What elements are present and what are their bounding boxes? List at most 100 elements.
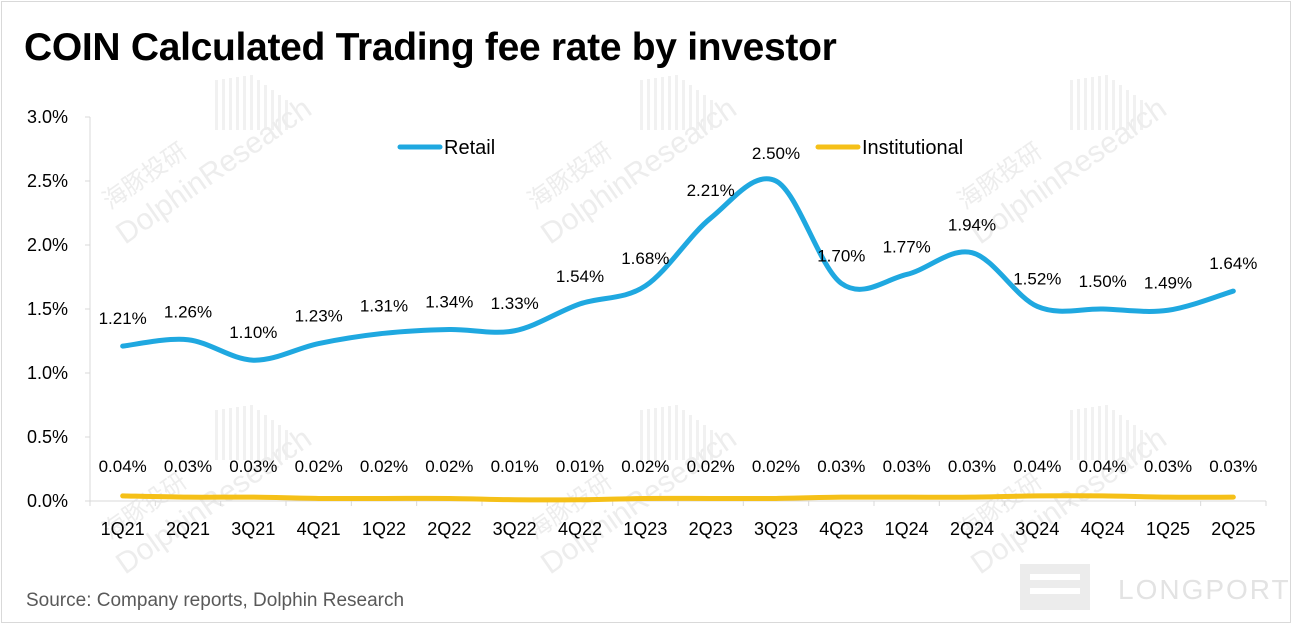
- watermark-bar: [1140, 100, 1143, 130]
- y-tick-label: 0.0%: [27, 491, 68, 511]
- watermark-bar: [1084, 408, 1087, 460]
- x-tick-label: 3Q21: [231, 519, 275, 539]
- x-tick-label: 4Q24: [1081, 519, 1125, 539]
- watermark-bar: [1091, 407, 1094, 460]
- watermark-bar: [654, 78, 657, 130]
- watermark-bar: [264, 415, 267, 460]
- watermark-bar: [1119, 415, 1122, 460]
- x-tick-label: 1Q24: [885, 519, 929, 539]
- data-label-institutional: 0.02%: [295, 457, 343, 476]
- data-label-institutional: 0.03%: [164, 457, 212, 476]
- x-tick-label: 2Q24: [950, 519, 994, 539]
- watermark-bar: [710, 430, 713, 460]
- watermark-bar: [1098, 76, 1101, 130]
- data-label-institutional: 0.02%: [360, 457, 408, 476]
- x-tick-label: 3Q23: [754, 519, 798, 539]
- x-tick-label: 2Q25: [1211, 519, 1255, 539]
- data-label-institutional: 0.03%: [883, 457, 931, 476]
- data-label-institutional: 0.02%: [621, 457, 669, 476]
- watermark-bar: [1119, 85, 1122, 130]
- watermark-bar: [661, 77, 664, 130]
- data-label-retail: 1.49%: [1144, 273, 1192, 292]
- watermark-bar: [278, 425, 281, 460]
- watermark-bar: [696, 90, 699, 130]
- watermark-bar: [640, 80, 643, 130]
- data-label-retail: 1.34%: [425, 292, 473, 311]
- x-tick-label: 1Q23: [623, 519, 667, 539]
- data-label-institutional: 0.03%: [817, 457, 865, 476]
- series-line-retail: [120, 176, 1236, 363]
- watermark-bar: [215, 410, 218, 460]
- watermark-bar: [257, 410, 260, 460]
- watermark-bar: [271, 90, 274, 130]
- watermark-bar: [1140, 430, 1143, 460]
- watermark-bar: [236, 77, 239, 130]
- watermark-bar: [689, 85, 692, 130]
- watermark-bar: [1126, 90, 1129, 130]
- x-tick-label: 2Q22: [427, 519, 471, 539]
- watermark-bar: [285, 100, 288, 130]
- watermark-bar: [668, 406, 671, 460]
- x-tick-label: 1Q21: [101, 519, 145, 539]
- watermark-bar: [250, 405, 253, 460]
- y-tick-label: 2.0%: [27, 235, 68, 255]
- watermark-bar: [278, 95, 281, 130]
- watermark-bar: [222, 79, 225, 130]
- data-label-institutional: 0.02%: [425, 457, 473, 476]
- x-tick-label: 4Q21: [297, 519, 341, 539]
- data-label-retail: 1.64%: [1209, 254, 1257, 273]
- watermark-bar: [696, 420, 699, 460]
- watermark-bar: [1105, 405, 1108, 460]
- watermark-bar: [1098, 406, 1101, 460]
- data-label-institutional: 0.04%: [1013, 457, 1061, 476]
- longport-logo-text: LONGPORT: [1118, 574, 1291, 605]
- data-label-institutional: 0.02%: [687, 457, 735, 476]
- data-label-retail: 1.68%: [621, 249, 669, 268]
- watermark-bar: [243, 406, 246, 460]
- watermark-bar: [229, 408, 232, 460]
- watermark-bar: [689, 415, 692, 460]
- longport-logo-icon: [1020, 564, 1090, 610]
- data-label-retail: 1.50%: [1079, 272, 1127, 291]
- watermark-bar: [1084, 78, 1087, 130]
- watermark-bar: [257, 80, 260, 130]
- data-label-institutional: 0.04%: [99, 457, 147, 476]
- data-label-institutional: 0.04%: [1079, 457, 1127, 476]
- data-label-institutional: 0.03%: [1144, 457, 1192, 476]
- watermark-bar: [710, 100, 713, 130]
- data-label-retail: 1.54%: [556, 267, 604, 286]
- watermark-bar: [682, 80, 685, 130]
- legend-label-institutional: Institutional: [862, 137, 963, 159]
- watermark-bar: [236, 407, 239, 460]
- data-label-institutional: 0.03%: [1209, 457, 1257, 476]
- watermark-bar: [243, 76, 246, 130]
- x-tick-label: 1Q25: [1146, 519, 1190, 539]
- watermark-bar: [640, 410, 643, 460]
- data-label-retail: 2.50%: [752, 144, 800, 163]
- data-label-retail: 1.21%: [99, 309, 147, 328]
- longport-logo: LONGPORT: [1020, 562, 1289, 614]
- watermark-bar: [1105, 75, 1108, 130]
- data-labels-layer: 1.21% 1.26% 1.10% 1.23% 1.31% 1.34% 1.33% 1.54%…: [99, 144, 1258, 476]
- watermark-bar: [222, 409, 225, 460]
- watermark-bar: [682, 410, 685, 460]
- data-label-institutional: 0.02%: [752, 457, 800, 476]
- data-label-retail: 1.23%: [295, 307, 343, 326]
- data-label-retail: 1.70%: [817, 246, 865, 265]
- y-tick-label: 1.0%: [27, 363, 68, 383]
- data-label-retail: 1.10%: [229, 323, 277, 342]
- watermark-bar: [703, 425, 706, 460]
- x-tick-label: 3Q24: [1015, 519, 1059, 539]
- watermark-bar: [668, 76, 671, 130]
- series-line-institutional: [120, 493, 1236, 503]
- y-tick-label: 2.5%: [27, 171, 68, 191]
- data-label-retail: 1.52%: [1013, 269, 1061, 288]
- data-label-retail: 1.31%: [360, 296, 408, 315]
- watermark-bar: [1070, 80, 1073, 130]
- legend-label-retail: Retail: [444, 137, 495, 159]
